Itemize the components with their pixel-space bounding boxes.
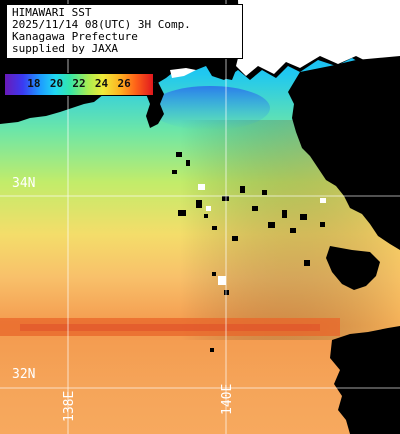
title-datetime: 2025/11/14 08(UTC) 3H Comp. [12, 18, 191, 31]
color-scale-tick-22: 22 [72, 77, 86, 90]
cloud-mask-coast [236, 0, 400, 76]
cloud-mask-small [170, 68, 196, 78]
dark-region-southeast [330, 326, 400, 434]
dark-region-east-b [326, 246, 380, 290]
land-miura-boso [218, 58, 236, 80]
color-scale-ticks: 18 20 22 24 26 [5, 74, 153, 95]
title-region: Kanagawa Prefecture [12, 30, 138, 43]
lon-label-138e: 138E [62, 390, 77, 422]
title-product: HIMAWARI SST [12, 6, 92, 19]
color-scale-tick-24: 24 [94, 77, 109, 90]
color-scale-legend: 18 20 22 24 26 [4, 73, 154, 96]
cloud-specks [172, 152, 325, 352]
dark-region-east [288, 56, 400, 250]
cold-bay-patch [150, 86, 270, 130]
lat-label-34n: 34N [12, 176, 36, 191]
color-scale-tick-18: 18 [27, 77, 41, 90]
lat-label-32n: 32N [12, 367, 36, 382]
title-box: HIMAWARI SST 2025/11/14 08(UTC) 3H Comp.… [6, 4, 243, 59]
lon-label-140e: 140E [220, 383, 235, 415]
color-scale-tick-20: 20 [49, 77, 64, 90]
warm-band-core [20, 324, 320, 331]
title-source: supplied by JAXA [12, 42, 118, 55]
cloud-specks-white [198, 184, 326, 285]
color-scale-tick-26: 26 [117, 77, 131, 90]
